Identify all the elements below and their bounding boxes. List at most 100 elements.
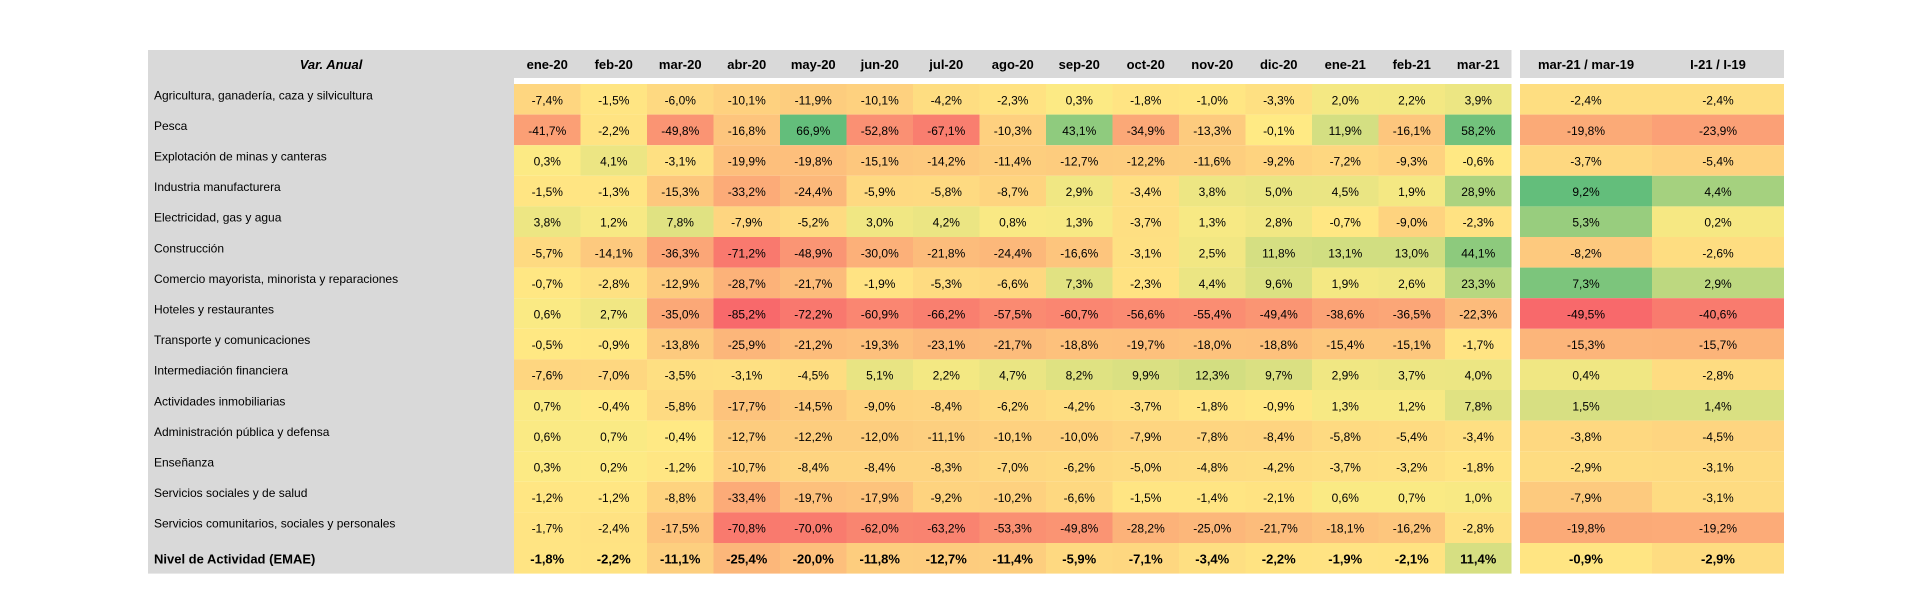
- cell-value: -8,4%: [864, 461, 896, 475]
- column-header: ene-21: [1325, 57, 1366, 72]
- summary-value: 0,4%: [1572, 369, 1600, 383]
- cell-value: -12,7%: [1060, 155, 1098, 169]
- heatmap-cell: [1445, 145, 1512, 176]
- heatmap-cell: [1312, 420, 1379, 452]
- heatmap-cell: [1378, 390, 1445, 421]
- cell-value: -1,5%: [598, 93, 630, 107]
- summary-cell: [1520, 359, 1652, 390]
- heatmap-cell: [1445, 543, 1512, 574]
- heatmap-cell: [780, 481, 847, 513]
- heatmap-cell: [647, 512, 714, 543]
- heatmap-cell: [1312, 84, 1379, 115]
- summary-cell: [1652, 451, 1784, 482]
- cell-value: -30,0%: [861, 246, 899, 260]
- cell-value: -3,1%: [1130, 246, 1162, 260]
- heatmap-cell: [1046, 84, 1113, 115]
- heatmap-cell: [1312, 359, 1379, 390]
- summary-cell: [1652, 328, 1784, 360]
- heatmap-cell: [1445, 84, 1512, 115]
- summary-cell: [1520, 298, 1652, 329]
- heatmap-cell: [647, 175, 714, 207]
- heatmap-cell: [1245, 328, 1312, 360]
- summary-cell: [1520, 543, 1652, 574]
- summary-cell: [1520, 512, 1652, 543]
- heatmap-cell: [1378, 175, 1445, 207]
- cell-value: 9,9%: [1132, 369, 1160, 383]
- heatmap-cell: [1046, 390, 1113, 421]
- cell-value: 0,6%: [1332, 491, 1360, 505]
- cell-value: -67,1%: [927, 124, 965, 138]
- heatmap-cell: [580, 237, 647, 268]
- heatmap-cell: [1312, 206, 1379, 237]
- heatmap-cell: [1378, 328, 1445, 360]
- heatmap-cell: [1245, 512, 1312, 543]
- cell-value: -2,4%: [598, 522, 630, 536]
- cell-value: -8,4%: [931, 399, 963, 413]
- cell-value: 4,2%: [933, 216, 961, 230]
- cell-value: -3,7%: [1330, 461, 1362, 475]
- cell-value: -13,8%: [661, 338, 699, 352]
- heatmap-cell: [1046, 543, 1113, 574]
- cell-value: 1,2%: [1398, 399, 1426, 413]
- heatmap-cell: [580, 84, 647, 115]
- cell-value: -14,1%: [595, 246, 633, 260]
- heatmap-cell: [1312, 114, 1379, 146]
- cell-value: -34,9%: [1127, 124, 1165, 138]
- cell-value: -25,4%: [726, 551, 768, 566]
- cell-value: -71,2%: [728, 246, 766, 260]
- cell-value: -1,5%: [1130, 491, 1162, 505]
- cell-value: -36,5%: [1393, 308, 1431, 322]
- heatmap-cell: [1445, 114, 1512, 146]
- heatmap-cell: [1112, 359, 1179, 390]
- cell-value: -24,4%: [994, 246, 1032, 260]
- heatmap-cell: [1245, 206, 1312, 237]
- heatmap-cell: [1112, 298, 1179, 329]
- heatmap-cell: [580, 512, 647, 543]
- cell-value: -41,7%: [528, 124, 566, 138]
- cell-value: 4,7%: [999, 369, 1027, 383]
- cell-value: -25,0%: [1193, 522, 1231, 536]
- summary-cell: [1520, 481, 1652, 513]
- cell-value: 1,9%: [1398, 185, 1426, 199]
- grid-separator: [1511, 50, 1520, 574]
- cell-value: -3,1%: [665, 155, 697, 169]
- heatmap-cell: [846, 328, 913, 360]
- summary-cell: [1652, 267, 1784, 299]
- cell-value: 7,3%: [1066, 277, 1094, 291]
- cell-value: -1,2%: [665, 461, 697, 475]
- cell-value: 4,1%: [600, 155, 628, 169]
- summary-value: -2,4%: [1570, 93, 1602, 107]
- cell-value: -20,0%: [793, 551, 835, 566]
- cell-value: -1,2%: [598, 491, 630, 505]
- cell-value: -0,9%: [1263, 399, 1295, 413]
- cell-value: -23,1%: [927, 338, 965, 352]
- cell-value: -8,4%: [1263, 430, 1295, 444]
- cell-value: -2,3%: [1130, 277, 1162, 291]
- heatmap-cell: [713, 84, 780, 115]
- heatmap-cell: [647, 420, 714, 452]
- cell-value: -0,9%: [598, 338, 630, 352]
- heatmap-cell: [514, 328, 581, 360]
- cell-value: -2,2%: [1262, 551, 1296, 566]
- summary-value: -3,8%: [1570, 430, 1602, 444]
- summary-column-header: mar-21 / mar-19: [1538, 57, 1634, 72]
- heatmap-cell: [1245, 451, 1312, 482]
- heatmap-cell: [1179, 543, 1246, 574]
- cell-value: -16,2%: [1393, 522, 1431, 536]
- heatmap-cell: [780, 237, 847, 268]
- heatmap-cell: [1179, 145, 1246, 176]
- summary-value: -3,7%: [1570, 155, 1602, 169]
- summary-value: -15,3%: [1567, 338, 1605, 352]
- cell-value: -21,7%: [794, 277, 832, 291]
- heatmap-cell: [1245, 420, 1312, 452]
- summary-cell: [1652, 543, 1784, 574]
- cell-value: 1,3%: [1332, 399, 1360, 413]
- cell-value: -19,9%: [728, 155, 766, 169]
- cell-value: -49,8%: [661, 124, 699, 138]
- cell-value: -4,2%: [931, 93, 963, 107]
- cell-value: -15,4%: [1326, 338, 1364, 352]
- heatmap-cell: [1245, 543, 1312, 574]
- heatmap-cell: [1445, 328, 1512, 360]
- cell-value: -66,2%: [927, 308, 965, 322]
- cell-value: -12,9%: [661, 277, 699, 291]
